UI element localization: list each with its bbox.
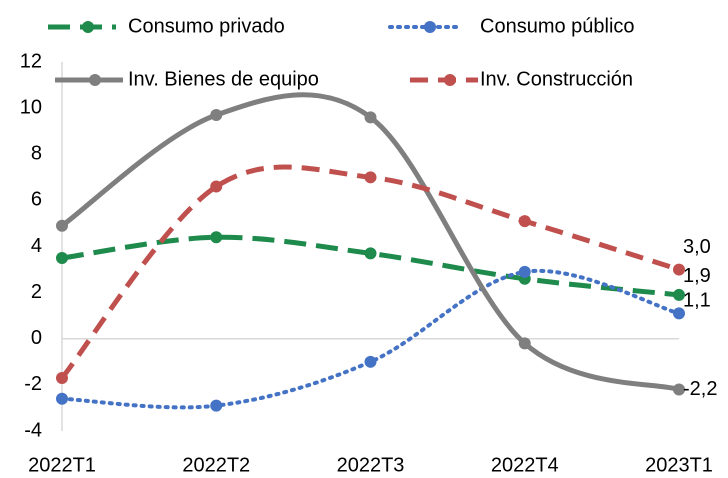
legend-label: Inv. Construcción	[480, 68, 633, 90]
y-tick-label: -4	[24, 419, 42, 441]
point-marker	[364, 171, 377, 184]
x-tick-label: 2022T1	[28, 454, 96, 476]
y-tick-label: -2	[24, 373, 42, 395]
data-label: 3,0	[683, 236, 711, 258]
x-tick-label: 2022T3	[337, 454, 405, 476]
point-marker	[210, 231, 223, 244]
y-tick-label: 2	[31, 281, 42, 303]
y-tick-label: 0	[31, 327, 42, 349]
point-marker	[518, 215, 531, 228]
point-marker	[518, 337, 531, 350]
point-marker	[364, 247, 377, 260]
point-marker	[56, 371, 68, 384]
x-tick-label: 2022T4	[491, 454, 559, 476]
point-marker	[56, 219, 68, 232]
point-marker	[56, 252, 68, 265]
data-label: 1,1	[683, 290, 711, 312]
legend-label: Consumo público	[480, 15, 635, 37]
y-tick-label: 12	[20, 50, 42, 72]
legend-marker	[424, 21, 436, 33]
data-label: -2,2	[683, 378, 717, 400]
point-marker	[673, 383, 685, 396]
legend-label: Inv. Bienes de equipo	[128, 68, 319, 90]
point-marker	[518, 265, 531, 278]
point-marker	[210, 109, 223, 122]
data-label: 1,9	[683, 265, 711, 287]
point-marker	[364, 355, 377, 368]
point-marker	[673, 288, 685, 301]
legend-marker	[89, 74, 101, 86]
legend-marker	[444, 74, 456, 86]
point-marker	[364, 111, 377, 124]
legend-label: Consumo privado	[128, 15, 285, 37]
y-tick-label: 10	[20, 96, 42, 118]
point-marker	[673, 263, 685, 276]
point-marker	[210, 399, 223, 412]
y-tick-label: 4	[31, 235, 42, 257]
series-line	[60, 164, 680, 380]
x-tick-label: 2023T1	[645, 454, 713, 476]
y-tick-label: 8	[31, 143, 42, 165]
point-marker	[56, 392, 68, 405]
series-line	[61, 234, 680, 298]
point-marker	[210, 180, 223, 193]
legend-marker	[82, 21, 94, 33]
point-marker	[673, 307, 685, 320]
x-tick-label: 2022T2	[182, 454, 250, 476]
y-tick-label: 6	[31, 189, 42, 211]
series-line	[60, 92, 680, 392]
